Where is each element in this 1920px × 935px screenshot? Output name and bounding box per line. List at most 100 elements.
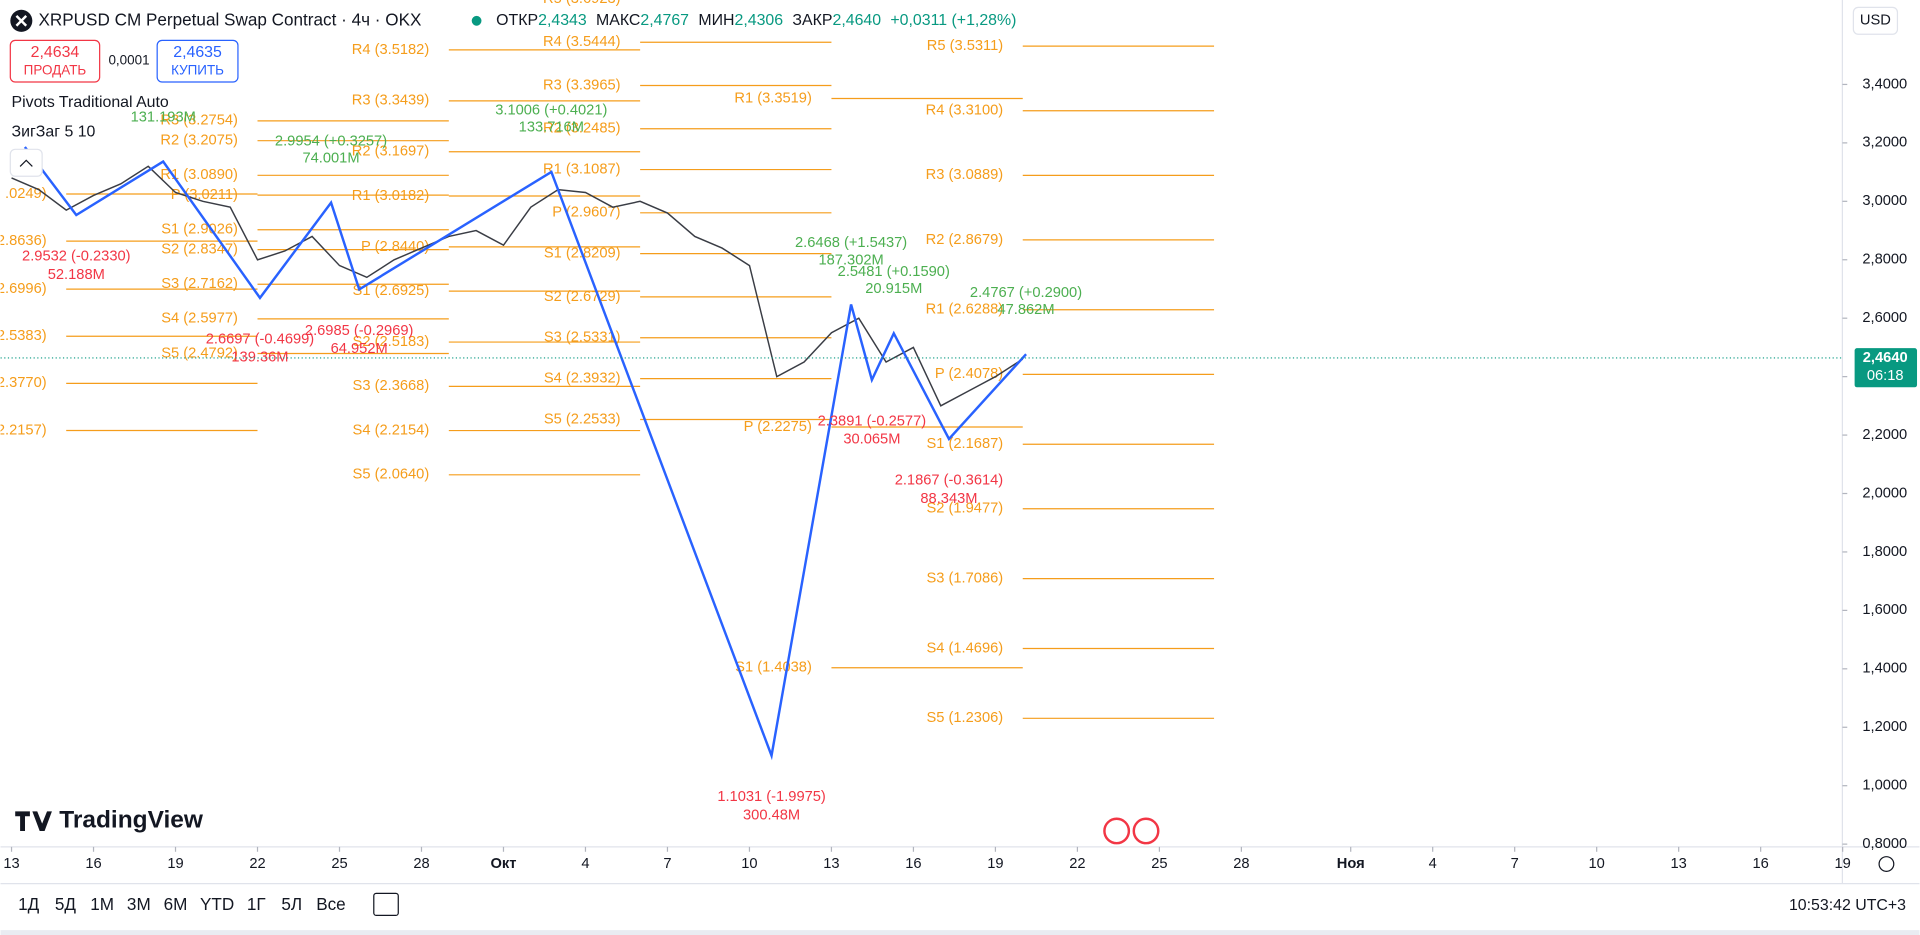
x-tick-label: 16: [85, 856, 101, 872]
zigzag-label: 2.6985 (-0.2969): [305, 323, 413, 339]
bottom-strip: [0, 930, 1920, 935]
settings-icon[interactable]: [1878, 856, 1895, 872]
range-button[interactable]: 5Л: [281, 894, 302, 914]
y-tick-label: 1,4000: [1862, 661, 1907, 677]
ohlc-key: ЗАКР: [792, 12, 832, 29]
zigzag-label: 2.6697 (-0.4699): [206, 331, 314, 347]
ohlc-key: МАКС: [596, 12, 640, 29]
zigzag-label: 2.3891 (-0.2577): [818, 413, 927, 429]
symbol-title[interactable]: XRPUSD CM Perpetual Swap Contract · 4ч ·…: [38, 9, 422, 29]
symbol-icon-mark: [15, 15, 28, 27]
event-icon[interactable]: [1132, 817, 1160, 845]
pivot-label: 2.6996): [0, 281, 47, 297]
zigzag-volume: 30.065M: [843, 432, 900, 448]
range-button[interactable]: YTD: [200, 894, 234, 914]
plot-area: .0249) 2.8636) 2.6996) 2.5383) 2.3770) 2.2157…: [0, 0, 1843, 823]
pivot-label: R1 (3.3519): [734, 90, 811, 106]
sell-label: ПРОДАТЬ: [24, 63, 87, 78]
zigzag-label: 2.5481 (+0.1590): [838, 264, 950, 280]
ohlc-value: 2,4767: [640, 12, 689, 29]
buy-label: КУПИТЬ: [171, 63, 224, 78]
sell-price: 2,4634: [31, 44, 80, 61]
clock: 10:53:42 UTC+3: [1789, 897, 1906, 914]
ohlc: ОТКР2,4343 МАКС2,4767 МИН2,4306 ЗАКР2,46…: [496, 12, 1016, 29]
pivot-label: S5 (2.4792): [161, 345, 238, 361]
currency: USD: [1860, 13, 1891, 29]
pivot-label: S3 (1.7086): [926, 571, 1003, 587]
y-tick-label: 2,6000: [1862, 310, 1907, 326]
range-button[interactable]: Все: [316, 894, 346, 914]
zigzag-volume: 20.915M: [865, 281, 922, 297]
zigzag-volume: 52.188M: [48, 267, 105, 283]
zigzag-volume: 64.952M: [331, 341, 388, 357]
y-tick-label: 1,0000: [1862, 778, 1907, 794]
pivot-label: R2 (3.2075): [160, 133, 237, 149]
pivot-label: P (2.2275): [744, 419, 812, 435]
last-price-label: 2,4640: [1863, 350, 1908, 366]
pivot-label: S3 (2.3668): [353, 378, 430, 394]
indicator-legend[interactable]: ЗигЗаг 5 10: [12, 123, 96, 140]
pivot-label: R2 (2.8679): [926, 232, 1003, 248]
pivot-label: R1 (3.0182): [352, 188, 429, 204]
logo-icon: [15, 811, 52, 831]
indicator-legend[interactable]: Pivots Traditional Auto: [12, 94, 169, 111]
pivot-label: .0249): [5, 186, 47, 202]
pivot-label: S2 (1.9477): [926, 501, 1003, 517]
y-tick-label: 1,8000: [1862, 544, 1907, 560]
pivot-label: S5 (1.2306): [926, 710, 1003, 726]
overlay: XRPUSD CM Perpetual Swap Contract · 4ч ·…: [0, 6, 1920, 935]
buy-price: 2,4635: [173, 44, 222, 61]
pivot-label: S4 (2.2154): [353, 422, 430, 438]
x-tick-label: Окт: [491, 856, 517, 872]
pivot-label: 2.2157): [0, 422, 47, 438]
x-tick-label: 4: [1429, 856, 1437, 872]
pivot-label: S1 (2.1687): [926, 436, 1003, 452]
date-range-icon[interactable]: [373, 892, 399, 917]
spread: 0,0001: [108, 53, 149, 68]
ohlc-value: 2,4343: [538, 12, 587, 29]
x-tick-label: Ноя: [1337, 856, 1365, 872]
pivot-label: R4 (3.5444): [543, 34, 620, 50]
y-tick-label: 2,0000: [1862, 485, 1907, 501]
y-tick-label: 0,8000: [1862, 836, 1907, 852]
pivot-label: S5 (2.2533): [544, 411, 621, 427]
event-icon[interactable]: [1103, 817, 1131, 845]
zigzag-label: 3.1006 (+0.4021): [495, 103, 607, 119]
range-button[interactable]: 6М: [164, 894, 188, 914]
pivot-label: S4 (1.4696): [926, 640, 1003, 656]
currency-button[interactable]: [1852, 6, 1899, 35]
pivot-label: S1 (1.4038): [735, 660, 812, 676]
buy-button[interactable]: [156, 39, 239, 83]
range-button[interactable]: 5Д: [55, 894, 77, 914]
zigzag-volume: 131.193M: [131, 109, 196, 125]
zigzag-volume: 47.862M: [997, 302, 1054, 318]
y-tick-label: 3,4000: [1862, 76, 1907, 92]
range-button[interactable]: 1М: [90, 894, 114, 914]
pivot-label: R5 (3.6923): [543, 0, 620, 7]
range-button[interactable]: 1Д: [18, 894, 40, 914]
y-tick-label: 2,2000: [1862, 427, 1907, 443]
range-button[interactable]: 3М: [127, 894, 151, 914]
x-tick-label: 22: [249, 856, 265, 872]
pivot-label: S5 (2.0640): [353, 467, 430, 483]
pivot-label: P (2.4078): [935, 366, 1003, 382]
pivot-label: R3 (3.2754): [160, 113, 237, 129]
ohlc-key: МИН: [698, 12, 734, 29]
collapse-legend[interactable]: [9, 148, 43, 177]
pivot-label: S2 (2.6729): [544, 289, 621, 305]
zigzag-label: 2.9954 (+0.3257): [275, 133, 387, 149]
sell-button[interactable]: [9, 39, 101, 83]
pivot-label: R4 (3.5182): [352, 42, 429, 58]
x-tick-label: 22: [1069, 856, 1085, 872]
pivot-label: R2 (3.1697): [352, 144, 429, 160]
y-tick-label: 3,2000: [1862, 135, 1907, 151]
x-tick-label: 28: [1233, 856, 1249, 872]
range-button[interactable]: 1Г: [247, 894, 266, 914]
zigzag-label: 2.4767 (+0.2900): [970, 285, 1082, 301]
logo[interactable]: TradingView: [59, 807, 204, 834]
zigzag-label: 1.1031 (-1.9975): [717, 789, 826, 805]
market-status: [471, 15, 482, 26]
zigzag-volume: 300.48M: [743, 807, 800, 823]
